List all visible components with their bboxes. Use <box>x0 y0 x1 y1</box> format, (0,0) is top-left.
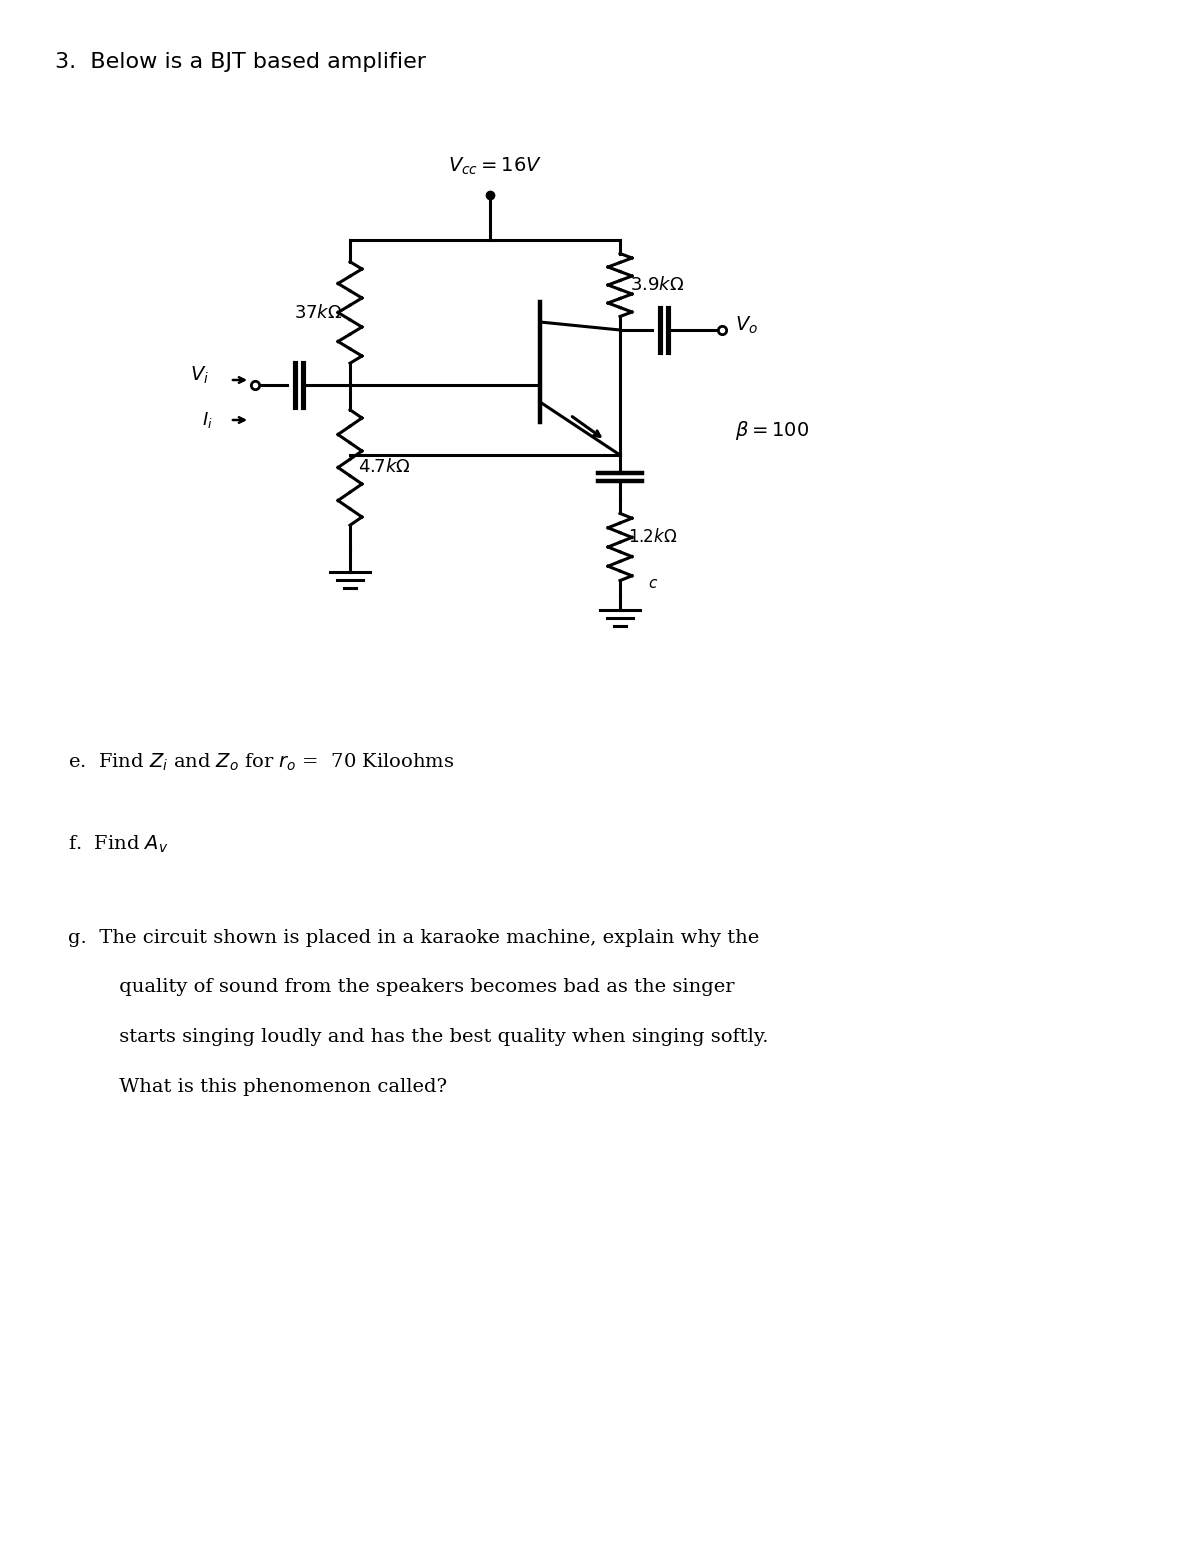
Text: $1.2k\Omega$: $1.2k\Omega$ <box>628 528 677 546</box>
Text: $I_i$: $I_i$ <box>202 410 212 430</box>
Text: $37k\Omega$: $37k\Omega$ <box>294 304 342 321</box>
Text: $V_{cc}=16V$: $V_{cc}=16V$ <box>448 155 542 177</box>
Text: $3.9k\Omega$: $3.9k\Omega$ <box>630 276 684 293</box>
Text: quality of sound from the speakers becomes bad as the singer: quality of sound from the speakers becom… <box>88 978 734 996</box>
Text: c: c <box>648 576 656 590</box>
Text: $\beta=100$: $\beta=100$ <box>734 419 809 441</box>
Text: f.  Find $A_v$: f. Find $A_v$ <box>68 833 168 855</box>
Text: e.  Find $Z_i$ and $Z_o$ for $r_o$ =  70 Kiloohms: e. Find $Z_i$ and $Z_o$ for $r_o$ = 70 K… <box>68 751 455 773</box>
Text: What is this phenomenon called?: What is this phenomenon called? <box>88 1077 448 1096</box>
Text: $V_o$: $V_o$ <box>734 315 758 335</box>
Text: 3.  Below is a BJT based amplifier: 3. Below is a BJT based amplifier <box>55 53 426 71</box>
Text: g.  The circuit shown is placed in a karaoke machine, explain why the: g. The circuit shown is placed in a kara… <box>68 930 760 947</box>
Text: $V_i$: $V_i$ <box>191 365 210 385</box>
Text: $4.7k\Omega$: $4.7k\Omega$ <box>358 458 410 476</box>
Text: starts singing loudly and has the best quality when singing softly.: starts singing loudly and has the best q… <box>88 1027 768 1046</box>
